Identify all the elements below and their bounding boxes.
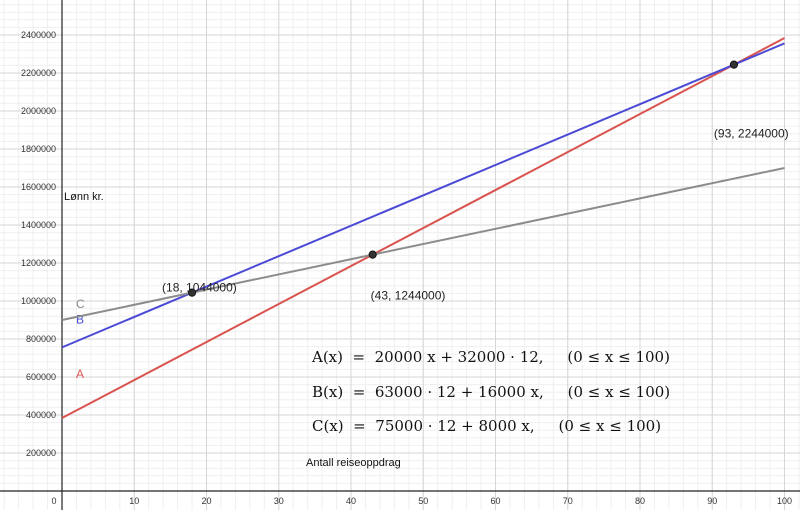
y-axis-title: Lønn kr. [64, 191, 104, 203]
y-tick-label: 1600000 [21, 182, 56, 192]
y-tick-label: 1000000 [21, 296, 56, 306]
x-tick-label: 10 [129, 496, 139, 506]
y-tick-label: 400000 [26, 410, 56, 420]
y-tick-label: 2400000 [21, 30, 56, 40]
y-tick-label: 800000 [26, 334, 56, 344]
series-line-a [61, 37, 785, 419]
series-line-b [61, 42, 785, 349]
intersection-points: (18, 1044000) (43, 1244000) (93, 2244000) [162, 60, 789, 303]
x-tick-label: 0 [51, 496, 56, 506]
y-tick-label: 2200000 [21, 68, 56, 78]
series-label-a: A [76, 367, 84, 381]
tick-labels: 0 10 20 30 40 50 60 70 80 90 100 200000 400000 600000… [21, 30, 792, 506]
point-label: (93, 2244000) [714, 127, 789, 141]
y-tick-label: 2000000 [21, 106, 56, 116]
intersection-point [187, 288, 197, 297]
point-label: (43, 1244000) [371, 289, 446, 303]
point-label: (18, 1044000) [162, 281, 237, 295]
intersection-point [368, 250, 377, 259]
series-label-b: B [76, 312, 84, 326]
x-tick-label: 30 [274, 496, 284, 506]
x-tick-label: 60 [490, 496, 500, 506]
x-axis-title: Antall reiseoppdrag [306, 457, 401, 469]
equation-b: B(x) = 63000 · 12 + 16000 x, (0 ≤ x ≤ 10… [312, 383, 671, 401]
x-tick-label: 70 [563, 496, 573, 506]
series-line-c [61, 167, 785, 321]
x-tick-label: 90 [707, 496, 717, 506]
series-lines: A BC [61, 37, 785, 419]
y-tick-label: 1400000 [21, 220, 56, 230]
x-tick-label: 40 [346, 496, 356, 506]
x-tick-label: 50 [418, 496, 428, 506]
series-label-c: C [76, 297, 85, 311]
intersection-point [729, 60, 739, 69]
y-tick-label: 200000 [26, 448, 56, 458]
equation-c: C(x) = 75000 · 12 + 8000 x, (0 ≤ x ≤ 100… [312, 417, 662, 435]
y-tick-label: 1200000 [21, 258, 56, 268]
y-tick-label: 1800000 [21, 144, 56, 154]
x-tick-label: 20 [201, 496, 211, 506]
y-tick-label: 600000 [26, 372, 56, 382]
x-tick-label: 80 [635, 496, 645, 506]
x-tick-label: 100 [777, 496, 792, 506]
equation-a: A(x) = 20000 x + 32000 · 12, (0 ≤ x ≤ 10… [312, 348, 670, 366]
